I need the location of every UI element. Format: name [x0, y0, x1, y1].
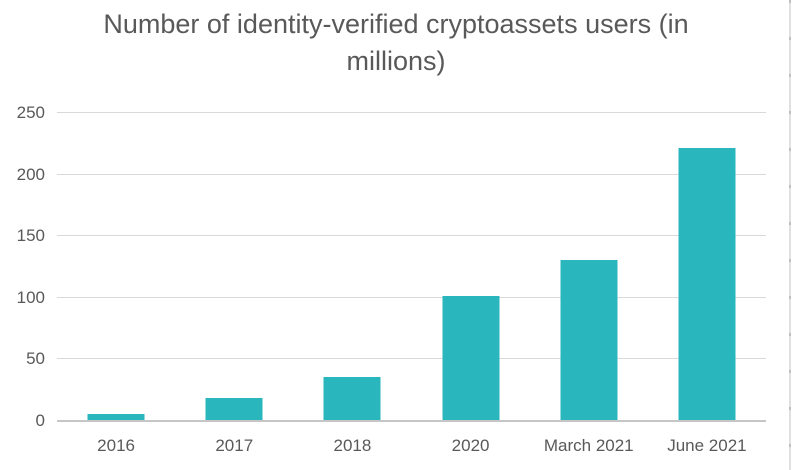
x-axis: 2016 2017 2018 2020 March 2021 June 2021: [57, 435, 766, 461]
gridline: [57, 296, 766, 298]
x-tick-label: 2017: [215, 436, 254, 455]
y-tick-label: 150: [16, 226, 45, 246]
y-tick-label: 100: [16, 287, 45, 307]
gridline: [57, 112, 766, 113]
bar-2017: [205, 397, 263, 420]
bar-2016: [87, 413, 145, 420]
x-tick-label: 2016: [97, 436, 135, 455]
bar-march-2021: [560, 259, 618, 420]
chart-title-line: millions): [346, 46, 446, 76]
x-tick-label: 2018: [333, 436, 372, 455]
window-right-border: [789, 0, 791, 470]
gridline: [57, 173, 766, 175]
x-axis-line: [57, 420, 766, 422]
bar-june-2021: [678, 147, 736, 420]
gridline: [57, 235, 766, 237]
y-tick-label: 250: [16, 103, 45, 122]
y-tick-label: 0: [35, 411, 45, 430]
y-tick-label: 50: [26, 349, 45, 369]
chart-title-line: Number of identity-verified cryptoassets…: [103, 9, 689, 39]
chart-title: Number of identity-verified cryptoassets…: [0, 6, 792, 80]
y-axis: 0 50 100 150 200 250: [0, 103, 45, 430]
y-tick-label: 200: [16, 164, 45, 184]
bar-2018: [323, 376, 381, 420]
bar-2020: [442, 295, 500, 420]
x-tick-label: June 2021: [667, 436, 747, 455]
x-tick-label: 2020: [451, 436, 490, 455]
x-tick-label: March 2021: [543, 436, 634, 455]
plot-area: [57, 112, 766, 422]
gridline: [57, 358, 766, 360]
